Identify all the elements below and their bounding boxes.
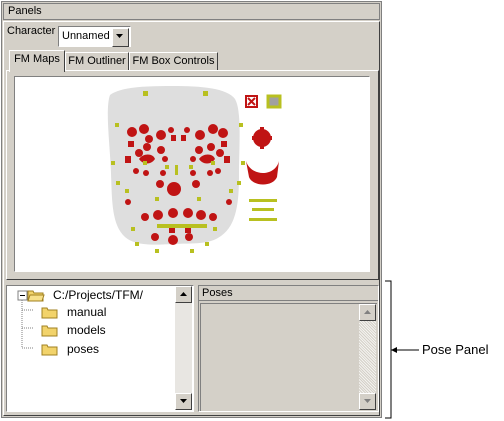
character-select[interactable]: Unnamed bbox=[58, 26, 131, 47]
face-map bbox=[107, 86, 282, 253]
character-label: Character bbox=[7, 25, 56, 37]
tree-lines bbox=[17, 290, 33, 349]
tab-fm-maps[interactable]: FM Maps bbox=[9, 50, 65, 72]
poses-panel bbox=[198, 285, 379, 412]
folder-icon bbox=[41, 323, 59, 340]
scroll-down-icon bbox=[180, 399, 187, 403]
tab-fm-box-controls[interactable]: FM Box Controls bbox=[129, 52, 218, 71]
scroll-up-icon bbox=[364, 310, 371, 314]
control-gizmos bbox=[245, 94, 282, 221]
red-markers bbox=[125, 124, 232, 245]
folder-icon bbox=[41, 342, 59, 359]
character-dropdown-button[interactable] bbox=[112, 28, 129, 47]
character-select-value: Unnamed bbox=[62, 30, 110, 42]
poses-scroll-up-button[interactable] bbox=[359, 304, 376, 321]
face-map-canvas[interactable] bbox=[14, 76, 370, 272]
scroll-up-button[interactable] bbox=[175, 286, 192, 303]
face-shape bbox=[107, 86, 240, 245]
scroll-up-icon bbox=[180, 292, 187, 296]
poses-scrollbar[interactable] bbox=[359, 304, 376, 410]
tree-item-manual[interactable]: manual bbox=[67, 305, 107, 319]
scroll-down-icon bbox=[364, 399, 371, 403]
poses-list[interactable] bbox=[200, 303, 377, 411]
scroll-down-button[interactable] bbox=[175, 393, 192, 410]
tree-item-models[interactable]: models bbox=[67, 323, 106, 337]
olive-markers bbox=[111, 91, 245, 253]
tree-root-label[interactable]: C:/Projects/TFM/ bbox=[53, 288, 144, 302]
poses-header: Poses bbox=[199, 286, 378, 301]
callout-bracket bbox=[385, 280, 419, 419]
tree-scrollbar[interactable] bbox=[175, 286, 192, 410]
folder-icon bbox=[41, 305, 59, 322]
tree-item-poses[interactable]: poses bbox=[67, 342, 100, 356]
chevron-down-icon bbox=[116, 34, 123, 38]
panel-body bbox=[3, 21, 380, 416]
tab-fm-outliner[interactable]: FM Outliner bbox=[65, 52, 129, 71]
panels-title: Panels bbox=[3, 3, 380, 20]
pose-panel-callout: Pose Panel bbox=[422, 342, 489, 357]
folder-tree: C:/Projects/TFM/ manual models poses bbox=[6, 285, 194, 412]
poses-scroll-down-button[interactable] bbox=[359, 393, 376, 410]
folder-open-icon bbox=[27, 288, 45, 305]
